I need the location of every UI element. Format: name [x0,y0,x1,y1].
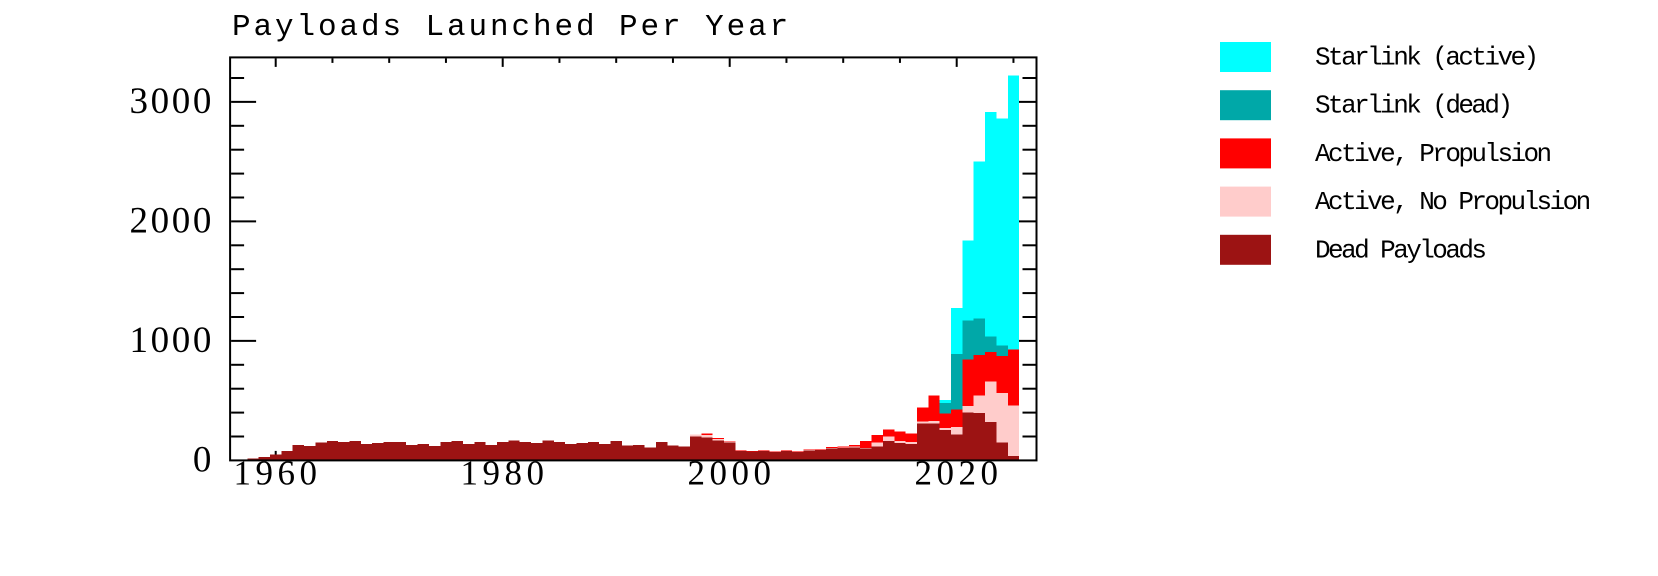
svg-text:2000: 2000 [688,454,776,493]
svg-text:1960: 1960 [234,454,322,493]
svg-text:3000: 3000 [130,81,214,122]
svg-text:Dead Payloads: Dead Payloads [1315,235,1485,265]
svg-text:1000: 1000 [130,320,214,361]
svg-text:Payloads Launched Per Year: Payloads Launched Per Year [232,10,791,45]
svg-text:2020: 2020 [915,454,1003,493]
svg-text:0: 0 [193,439,214,480]
svg-text:Starlink (active): Starlink (active) [1315,43,1537,73]
svg-text:Starlink (dead): Starlink (dead) [1315,91,1511,121]
svg-text:Active, Propulsion: Active, Propulsion [1315,139,1551,169]
svg-text:2000: 2000 [130,200,214,241]
svg-text:Active, No Propulsion: Active, No Propulsion [1315,187,1590,217]
svg-text:1980: 1980 [461,454,549,493]
